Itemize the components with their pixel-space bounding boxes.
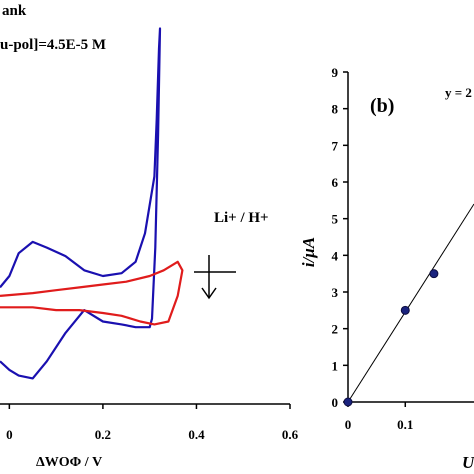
panel-b-axes	[347, 72, 474, 403]
panel-b-fit-line	[347, 203, 474, 403]
panel-b-y-ticks: 0 1 2 3 4 5 6 7 8 9	[332, 65, 348, 410]
panel-b-y-tick-label: 9	[332, 65, 339, 80]
panel-b-data-point	[343, 397, 353, 407]
legend-entry-blank: ank	[2, 3, 27, 19]
panel-b-y-tick-label: 8	[332, 102, 339, 117]
panel-a-x-tick-label: 0	[6, 427, 13, 442]
panel-b-y-axis-label: i/μA	[299, 237, 318, 267]
panel-b-data-point	[429, 269, 439, 279]
panel-b-equation: y = 2	[445, 85, 472, 100]
panel-b-data-point	[400, 305, 410, 315]
panel-b-points	[343, 269, 439, 407]
panel-b-y-tick-label: 4	[332, 248, 339, 263]
direction-arrow-icon	[194, 255, 236, 300]
panel-b-x-axis-label: U	[462, 453, 474, 472]
panel-b-x-tick-label: 0	[345, 417, 352, 432]
panel-b-label: (b)	[370, 95, 394, 117]
panel-a-series	[0, 27, 184, 380]
panel-b-y-tick-label: 5	[332, 212, 339, 227]
panel-a-x-tick-label: 0.2	[95, 427, 111, 442]
panel-b-y-tick-label: 3	[332, 285, 339, 300]
annotation-li-h: Li+ / H+	[214, 210, 269, 226]
panel-a-series-line	[0, 27, 162, 380]
panel-a-series-line	[0, 260, 184, 326]
panel-b-plot-area	[348, 72, 474, 402]
panel-b-y-tick-label: 6	[332, 175, 339, 190]
panel-a: 0 0.2 0.4 0.6 ank u-pol]=4.5E-5 M Li+ / H+ …	[0, 3, 299, 470]
panel-a-x-ticks: 0 0.2 0.4 0.6	[6, 404, 299, 442]
panel-b-y-tick-label: 2	[332, 322, 339, 337]
panel-a-x-axis-label: ΔWOΦ / V	[36, 455, 102, 470]
legend-entry-concentration: u-pol]=4.5E-5 M	[0, 37, 106, 53]
panel-b-x-ticks: 0 0.1	[345, 402, 413, 432]
panel-a-x-tick-label: 0.4	[188, 427, 205, 442]
panel-b-y-tick-label: 1	[332, 358, 339, 373]
panel-b-y-tick-label: 0	[332, 395, 339, 410]
panel-a-x-tick-label: 0.6	[282, 427, 299, 442]
panel-b-x-tick-label: 0.1	[397, 417, 413, 432]
panel-b-y-tick-label: 7	[332, 138, 339, 153]
